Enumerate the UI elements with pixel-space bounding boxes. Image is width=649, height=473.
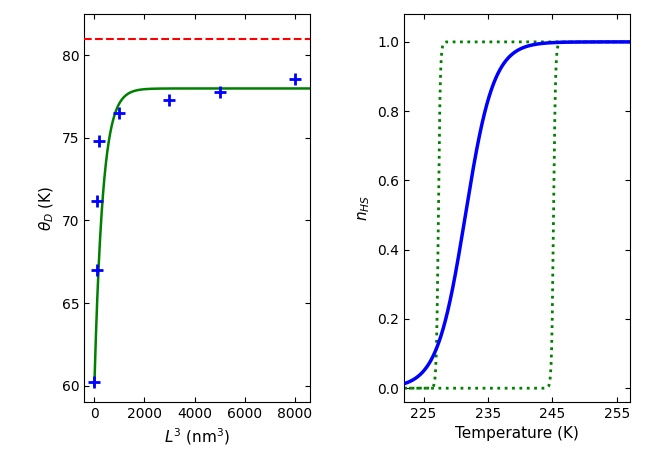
- Point: [114, 109, 125, 117]
- Point: [164, 96, 175, 104]
- Point: [289, 75, 300, 82]
- Point: [89, 378, 99, 386]
- Y-axis label: $n_{HS}$: $n_{HS}$: [356, 195, 372, 221]
- Y-axis label: $\theta_{D}$ (K): $\theta_{D}$ (K): [38, 185, 56, 231]
- X-axis label: Temperature (K): Temperature (K): [455, 427, 579, 441]
- Point: [94, 138, 104, 145]
- Point: [214, 88, 225, 96]
- Point: [92, 266, 102, 274]
- X-axis label: $L^3$ (nm$^3$): $L^3$ (nm$^3$): [164, 427, 230, 447]
- Point: [92, 197, 102, 204]
